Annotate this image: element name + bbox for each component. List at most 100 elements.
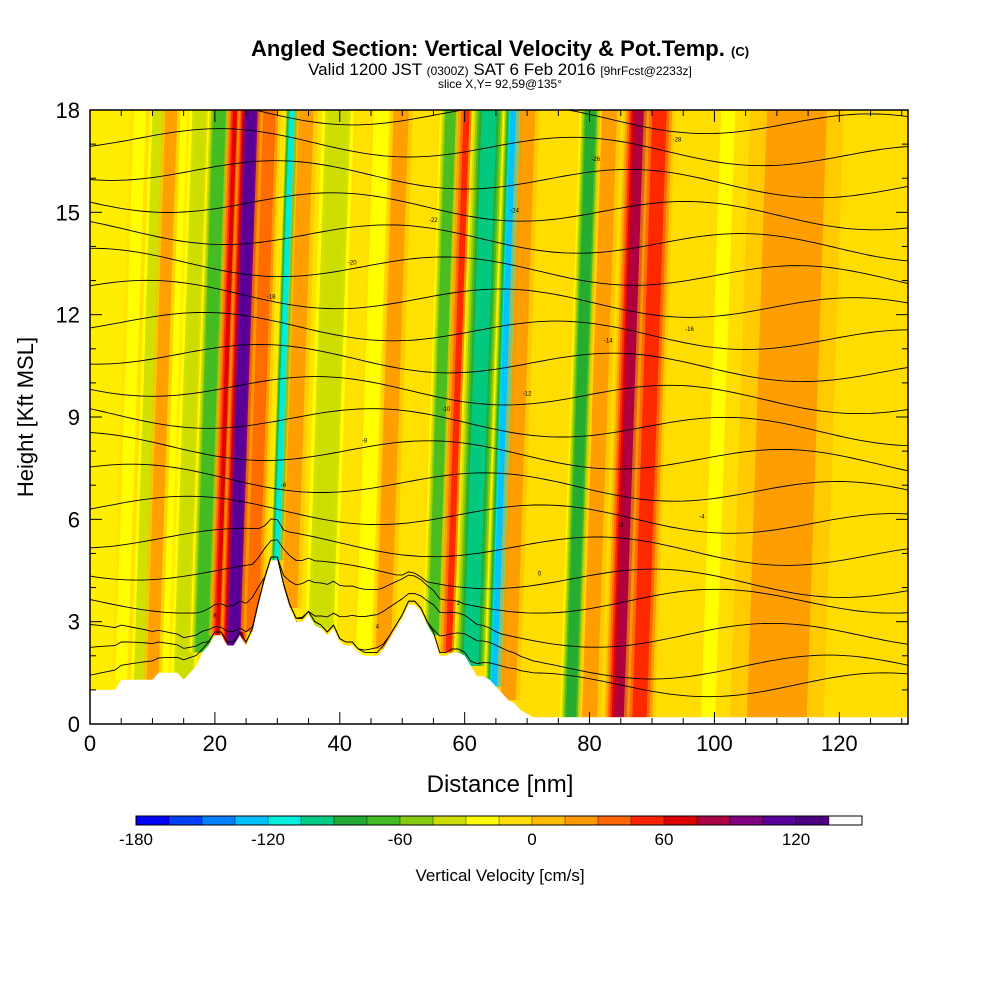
velocity-band	[730, 110, 844, 718]
colorbar-swatch	[300, 815, 335, 826]
velocity-band-level	[703, 110, 734, 718]
colorbar-tick-label: -60	[388, 830, 413, 849]
isentrope-line	[90, 463, 908, 502]
isentrope: 4	[90, 556, 908, 648]
isentrope-line	[90, 128, 908, 167]
colorbar-swatch	[696, 815, 731, 826]
isentrope-label: -6	[281, 483, 287, 489]
x-tick-label: 100	[696, 731, 733, 756]
colorbar-swatch	[795, 815, 830, 826]
isentrope-line	[90, 556, 908, 614]
isentrope: -10	[90, 407, 908, 447]
forecast-info: [9hrFcst@2233z]	[600, 64, 692, 78]
valid-date: SAT 6 Feb 2016	[473, 60, 596, 79]
colorbar-swatch	[366, 815, 401, 826]
isentrope: -28	[90, 128, 908, 167]
x-tick-label: 40	[328, 731, 352, 756]
velocity-band-level	[565, 110, 596, 718]
isentrope-label: -26	[591, 157, 600, 163]
velocity-band	[301, 110, 358, 629]
isentrope-line	[90, 192, 908, 231]
x-tick-label: 20	[203, 731, 227, 756]
isentrope-line	[253, 110, 908, 135]
slice-info: slice X,Y= 92,59@135°	[437, 77, 563, 91]
velocity-band	[623, 110, 676, 718]
velocity-band-level	[176, 110, 210, 680]
velocity-bands	[111, 110, 844, 718]
isentrope-line	[90, 311, 908, 350]
colorbar-swatch	[729, 815, 764, 826]
colorbar-swatch	[432, 815, 467, 826]
velocity-band-level	[196, 110, 226, 653]
colorbar-swatch	[597, 815, 632, 826]
colorbar-swatch	[828, 815, 863, 826]
isentrope-line	[90, 408, 908, 447]
colorbar-tick-label: 0	[527, 830, 536, 849]
velocity-band	[558, 110, 604, 718]
isentrope: -4	[90, 495, 908, 534]
isentrope-label: -18	[267, 295, 276, 301]
isentrope-label: 2	[457, 601, 461, 607]
velocity-band-level	[146, 110, 178, 680]
isentrope: 0	[90, 539, 908, 598]
isentrope: -6	[90, 463, 908, 502]
colorbar-swatch	[399, 815, 434, 826]
velocity-band	[451, 110, 509, 666]
colorbar-tick-label: -120	[251, 830, 285, 849]
isentrope-line	[90, 160, 908, 199]
isentrope-label: 4	[376, 625, 380, 631]
isentrope-label: -20	[348, 260, 357, 266]
isentrope: 2	[90, 556, 908, 614]
colorbar-swatch	[498, 815, 533, 826]
isentrope-label: -2	[618, 523, 624, 529]
velocity-band	[698, 110, 738, 718]
isentrope: -2	[90, 518, 908, 566]
colorbar-frame	[135, 815, 863, 826]
chart-subtitle: Valid 1200 JST (0300Z) SAT 6 Feb 2016 [9…	[0, 60, 1000, 80]
y-tick-label: 6	[68, 507, 80, 532]
chart-title-unit: (C)	[731, 44, 750, 59]
isentrope: -8	[90, 432, 908, 472]
y-tick-label: 0	[68, 712, 80, 737]
colorbar-swatch	[135, 815, 170, 826]
x-tick-label: 80	[577, 731, 601, 756]
isentrope-line	[90, 221, 908, 262]
velocity-band-level	[274, 110, 296, 561]
velocity-band	[577, 110, 622, 718]
colorbar-swatch	[168, 815, 203, 826]
terrain	[90, 560, 908, 724]
colorbar-swatch	[762, 815, 797, 826]
isentrope: -16	[90, 311, 908, 350]
isentrope-label: -14	[604, 338, 613, 344]
velocity-band-level	[632, 110, 667, 718]
colorbar-swatch	[333, 815, 368, 826]
y-tick-label: 9	[68, 405, 80, 430]
isentrope-label: 0	[538, 571, 542, 577]
velocity-band	[371, 110, 413, 649]
isentrope-label: -8	[362, 439, 368, 445]
isentrope-label: -12	[523, 391, 532, 397]
isentrope: -14	[90, 338, 908, 383]
y-tick-label: 15	[56, 200, 80, 225]
velocity-band-level	[463, 110, 497, 666]
isentrope-label: -10	[442, 407, 451, 413]
colorbar-tick-label: 60	[655, 830, 674, 849]
colorbar-swatch	[201, 815, 236, 826]
y-tick-label: 18	[56, 98, 80, 123]
isentrope-line	[90, 556, 908, 648]
y-tick-label: 12	[56, 303, 80, 328]
y-tick-label: 3	[68, 610, 80, 635]
velocity-band-level	[582, 110, 618, 718]
x-axis-label: Distance [nm]	[427, 771, 574, 798]
isentrope: -12	[90, 376, 908, 415]
isentrope-line	[90, 432, 908, 472]
velocity-band	[143, 110, 181, 680]
isentrope: -24	[90, 192, 908, 231]
isentrope: -18	[90, 279, 908, 318]
isentrope-label: -22	[429, 218, 438, 224]
isentrope-line	[90, 279, 908, 318]
colorbar-swatch	[630, 815, 665, 826]
colorbar-swatch	[531, 815, 566, 826]
